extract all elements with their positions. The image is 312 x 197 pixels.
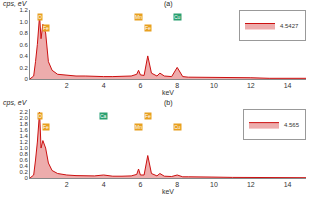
svg-text:0.8: 0.8 [19,30,28,36]
svg-text:10: 10 [210,82,218,89]
svg-text:6: 6 [138,82,142,89]
svg-text:1.2: 1.2 [19,139,28,145]
svg-text:Cu: Cu [174,124,181,130]
svg-text:0.6: 0.6 [19,42,28,48]
svg-text:Ca: Ca [100,113,107,119]
svg-text:2: 2 [65,181,69,188]
svg-text:14: 14 [284,181,292,188]
svg-text:0.2: 0.2 [19,169,28,175]
svg-text:8: 8 [175,82,179,89]
svg-text:4: 4 [102,181,106,188]
svg-text:2.2: 2.2 [19,109,28,115]
svg-text:Mn: Mn [135,124,142,130]
svg-text:12: 12 [247,181,255,188]
svg-text:10: 10 [210,181,218,188]
svg-text:cps, eV: cps, eV [3,99,28,107]
svg-text:1.0: 1.0 [19,19,28,25]
svg-text:keV: keV [162,188,174,195]
svg-text:Cu: Cu [174,14,181,20]
svg-text:(b): (b) [164,99,173,107]
svg-text:O: O [38,113,42,119]
svg-text:4: 4 [102,82,106,89]
svg-text:0.4: 0.4 [19,53,28,59]
svg-text:1.6: 1.6 [19,127,28,133]
svg-text:keV: keV [162,89,174,96]
svg-text:8: 8 [175,181,179,188]
svg-text:0: 0 [24,175,28,181]
svg-text:Fe: Fe [145,113,151,119]
svg-text:2.0: 2.0 [19,115,28,121]
svg-text:cps, eV: cps, eV [3,0,28,8]
svg-text:1.4: 1.4 [19,133,28,139]
svg-text:0.6: 0.6 [19,157,28,163]
svg-text:0.2: 0.2 [19,65,28,71]
svg-text:O: O [38,14,42,20]
svg-text:0.4: 0.4 [19,163,28,169]
svg-text:14: 14 [284,82,292,89]
svg-text:Mn: Mn [135,14,142,20]
svg-text:2: 2 [65,82,69,89]
svg-text:1.2: 1.2 [19,7,28,13]
svg-text:Fe: Fe [43,124,49,130]
svg-text:0.8: 0.8 [19,151,28,157]
svg-text:1.8: 1.8 [19,121,28,127]
svg-text:4.5427: 4.5427 [280,23,299,29]
svg-text:Fe: Fe [43,25,49,31]
svg-text:(a): (a) [164,0,173,8]
svg-text:0: 0 [24,76,28,82]
svg-text:1.0: 1.0 [19,145,28,151]
svg-text:12: 12 [247,82,255,89]
svg-text:4.565: 4.565 [284,122,300,128]
svg-text:6: 6 [138,181,142,188]
svg-text:Fe: Fe [145,25,151,31]
